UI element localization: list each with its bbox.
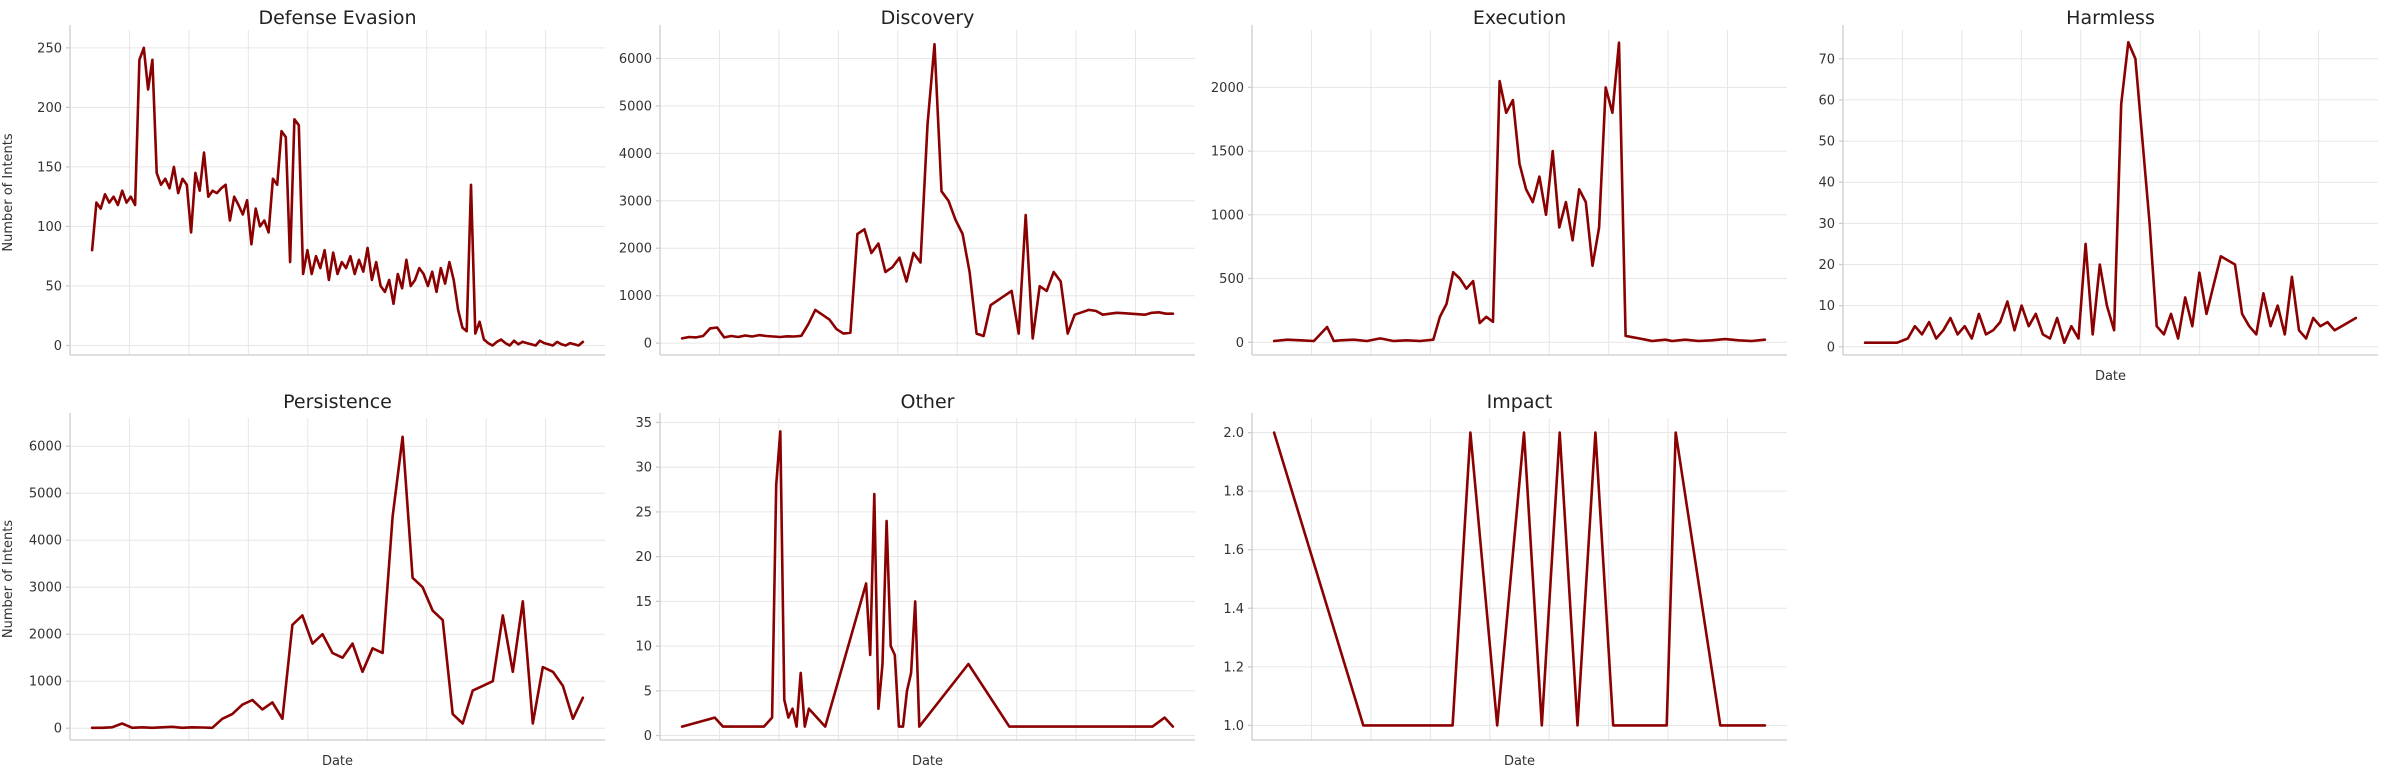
y-tick-label: 0 — [1827, 340, 1835, 355]
y-tick-label: 3000 — [619, 194, 652, 209]
y-tick-label: 4000 — [29, 534, 62, 549]
y-tick-label: 5000 — [619, 99, 652, 114]
y-tick-label: 0 — [1236, 336, 1244, 351]
subplot-title: Execution — [1473, 7, 1566, 29]
y-tick-label: 500 — [1219, 272, 1244, 287]
y-tick-label: 1.0 — [1223, 719, 1244, 734]
y-tick-label: 15 — [635, 595, 652, 610]
subplot-2: 0 500 1000 1500 2000 Execution — [1211, 7, 1787, 356]
y-tick-label: 6000 — [619, 52, 652, 67]
y-tick-label: 2.0 — [1223, 426, 1244, 441]
subplot-title: Persistence — [283, 391, 392, 413]
x-axis-label: Date — [322, 754, 353, 769]
y-tick-label: 1500 — [1211, 145, 1244, 160]
y-tick-label: 25 — [635, 505, 652, 520]
y-tick-label: 1.8 — [1223, 485, 1244, 500]
y-tick-label: 0 — [54, 722, 62, 737]
subplot-6: 1.0 1.2 1.4 1.6 1.8 2.0 Impact Date — [1223, 391, 1787, 769]
subplot-4: 0 1000 2000 3000 4000 5000 6000 Persistence Date… — [1, 391, 605, 769]
y-tick-label: 1.2 — [1223, 660, 1244, 675]
subplot-0: 0 50 100 150 200 250 Defense Evasion Number of … — [1, 7, 605, 356]
subplot-3: 0 10 20 30 40 50 60 70 Harmless Date — [1818, 7, 2378, 384]
y-tick-label: 10 — [635, 640, 652, 655]
y-tick-label: 35 — [635, 416, 652, 431]
y-tick-label: 20 — [635, 550, 652, 565]
y-tick-label: 5000 — [29, 487, 62, 502]
y-tick-label: 1000 — [29, 675, 62, 690]
y-tick-label: 30 — [635, 461, 652, 476]
series-line — [680, 42, 1175, 340]
y-tick-label: 60 — [1818, 93, 1835, 108]
series-line — [680, 430, 1175, 728]
y-tick-label: 2000 — [29, 628, 62, 643]
x-axis-label: Date — [912, 754, 943, 769]
y-tick-label: 250 — [37, 41, 62, 56]
subplot-title: Discovery — [881, 7, 975, 29]
y-tick-label: 100 — [37, 220, 62, 235]
y-tick-label: 50 — [45, 279, 62, 294]
subplot-5: 0 5 10 15 20 25 30 35 Other Date — [635, 391, 1195, 769]
y-tick-label: 5 — [644, 684, 652, 699]
y-tick-label: 0 — [644, 729, 652, 744]
y-tick-label: 1000 — [619, 289, 652, 304]
subplot-title: Other — [901, 391, 955, 413]
x-axis-label: Date — [2095, 369, 2126, 384]
y-tick-label: 30 — [1818, 217, 1835, 232]
subplot-title: Harmless — [2066, 7, 2155, 29]
y-tick-label: 1.4 — [1223, 602, 1244, 617]
y-tick-label: 3000 — [29, 581, 62, 596]
y-tick-label: 40 — [1818, 176, 1835, 191]
subplot-title: Impact — [1487, 391, 1553, 413]
series-line — [1863, 40, 2358, 345]
y-axis-label: Number of Intents — [1, 520, 16, 639]
y-tick-label: 10 — [1818, 299, 1835, 314]
y-tick-label: 50 — [1818, 135, 1835, 150]
y-tick-label: 200 — [37, 101, 62, 116]
x-axis-label: Date — [1504, 754, 1535, 769]
series-line-tail — [521, 339, 585, 347]
y-tick-label: 20 — [1818, 258, 1835, 273]
series-line — [1272, 431, 1767, 727]
y-tick-label: 150 — [37, 160, 62, 175]
y-tick-label: 6000 — [29, 440, 62, 455]
subplot-1: 0 1000 2000 3000 4000 5000 6000 Discovery — [619, 7, 1195, 356]
y-tick-label: 1.6 — [1223, 543, 1244, 558]
subplot-title: Defense Evasion — [258, 7, 416, 29]
y-tick-label: 0 — [54, 339, 62, 354]
series-line — [90, 435, 585, 730]
y-axis-label: Number of Intents — [1, 133, 16, 252]
y-tick-label: 70 — [1818, 52, 1835, 67]
y-tick-label: 1000 — [1211, 208, 1244, 223]
y-tick-label: 2000 — [619, 242, 652, 257]
y-tick-label: 2000 — [1211, 81, 1244, 96]
y-tick-label: 0 — [644, 337, 652, 352]
y-tick-label: 4000 — [619, 147, 652, 162]
